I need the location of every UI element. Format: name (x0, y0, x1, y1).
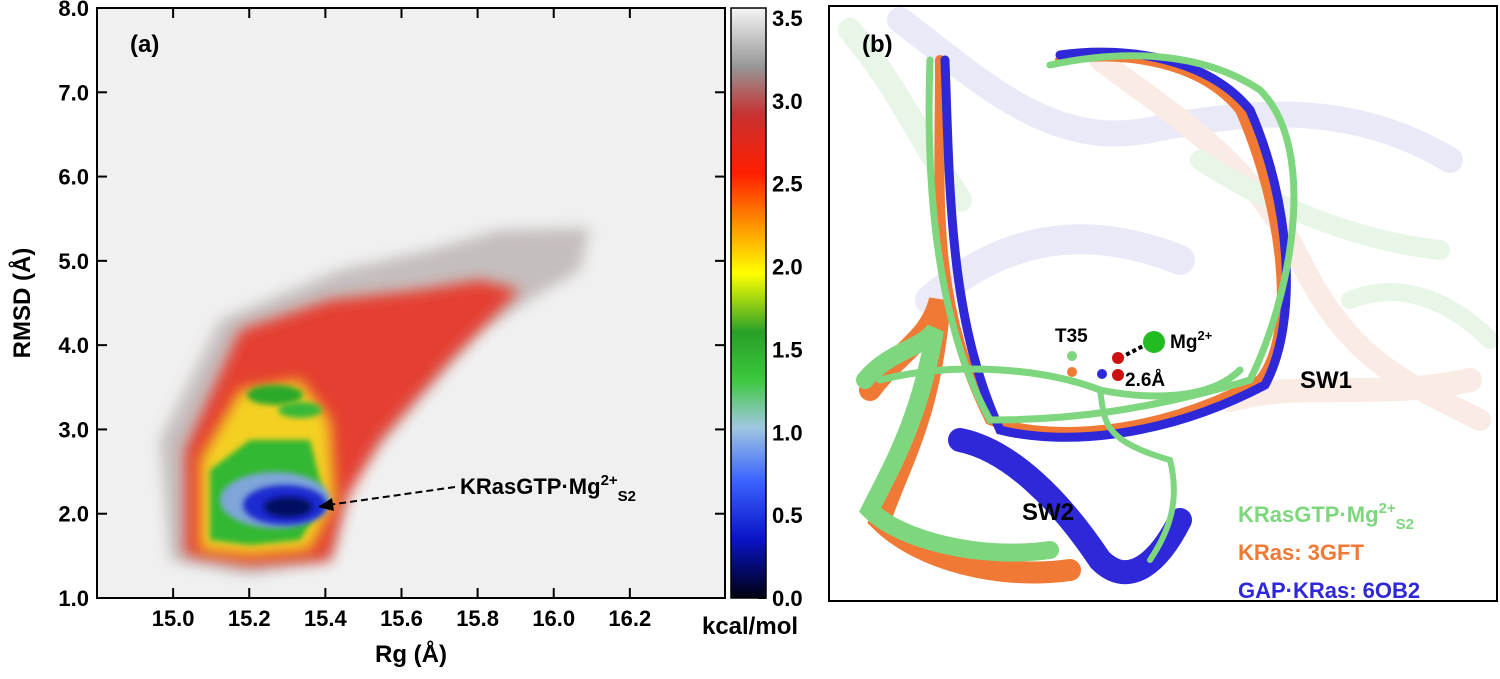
y-tick-label: 5.0 (58, 249, 89, 274)
x-axis-label: Rg (Å) (375, 640, 447, 668)
colorbar-tick-label: 3.5 (772, 6, 803, 31)
distance-label: 2.6Å (1125, 370, 1165, 391)
residue-label: T35 (1055, 326, 1088, 347)
annotation: KRasGTP·Mg2+S2 (460, 472, 636, 505)
x-tick-label: 15.2 (228, 606, 271, 631)
y-tick-label: 8.0 (58, 0, 89, 21)
y-tick-label: 1.0 (58, 586, 89, 611)
legend: KRasGTP·Mg2+S2 KRas: 3GFT GAP·KRas: 6OB2 (1238, 500, 1420, 603)
legend-entry: GAP·KRas: 6OB2 (1238, 578, 1420, 603)
legend-name: KRas: 3GFT (1238, 540, 1364, 565)
ion-charge: 2+ (1197, 328, 1212, 343)
x-tick-label: 16.2 (608, 606, 651, 631)
sw2-label: SW2 (1022, 499, 1074, 526)
colorbar-tick-label: 1.5 (772, 337, 803, 362)
colorbar-tick-label: 2.0 (772, 255, 803, 280)
structure-image (828, 5, 1499, 602)
colorbar-tick-label: 3.0 (772, 89, 803, 114)
axes: 15.0 15.2 15.4 15.6 15.8 16.0 16.2 1.0 2.0 3.0 4.0… (58, 0, 802, 631)
plot-frame (96, 7, 726, 599)
colorbar (730, 7, 767, 599)
legend-entry: KRasGTP·Mg2+S2 (1238, 500, 1414, 533)
ion-label: Mg2+ (1170, 328, 1213, 353)
colorbar-label: kcal/mol (702, 613, 798, 640)
x-tick-label: 15.8 (456, 606, 499, 631)
x-tick-label: 16.0 (532, 606, 575, 631)
y-axis-label: RMSD (Å) (8, 248, 36, 359)
annotation-sub: S2 (618, 488, 636, 505)
legend-name: GAP·KRas: 6OB2 (1238, 578, 1420, 603)
y-tick-label: 2.0 (58, 502, 89, 527)
panel-label: (a) (130, 31, 159, 58)
y-tick-label: 3.0 (58, 417, 89, 442)
arrowhead (318, 498, 334, 511)
y-tick-label: 7.0 (58, 80, 89, 105)
legend-sub: S2 (1396, 516, 1414, 533)
sw1-label: SW1 (1300, 367, 1352, 394)
x-tick-label: 15.4 (304, 606, 348, 631)
legend-entry: KRas: 3GFT (1238, 540, 1364, 565)
density-map (160, 228, 590, 575)
x-tick-label: 15.6 (380, 606, 423, 631)
legend-name: KRasGTP·Mg (1238, 502, 1379, 527)
legend-sup: 2+ (1379, 500, 1396, 517)
annotation-sup: 2+ (601, 472, 618, 489)
colorbar-tick-label: 1.0 (772, 420, 803, 445)
colorbar-tick-label: 0.5 (772, 503, 803, 528)
colorbar-tick-label: 2.5 (772, 172, 803, 197)
y-tick-label: 6.0 (58, 165, 89, 190)
panel-label: (b) (862, 31, 893, 58)
colorbar-tick-label: 0.0 (772, 586, 803, 611)
ion-name: Mg (1170, 332, 1197, 353)
y-tick-label: 4.0 (58, 333, 89, 358)
annotation-text: KRasGTP·Mg (460, 474, 601, 499)
x-tick-label: 15.0 (152, 606, 195, 631)
